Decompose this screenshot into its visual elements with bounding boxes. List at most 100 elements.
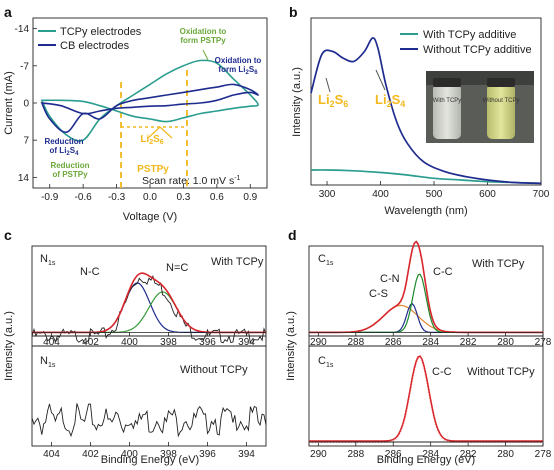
a-x-tick-label: -0.3 (108, 192, 126, 203)
d-x-tick-label-bottom: 284 (422, 449, 439, 460)
d-x-tick-label-top: 280 (497, 337, 514, 348)
c-x-tick-label-top: 398 (160, 337, 177, 348)
b-x-tick-label: 300 (319, 189, 336, 200)
a-bracket-arrow (147, 126, 173, 139)
panel-d: d 290 290 288 288 286 286 284 284 282 282 280 280 27… (285, 227, 552, 466)
d-component-C-S (309, 302, 543, 333)
c-peak-nc: N-C (80, 266, 100, 278)
panel-label-d: d (288, 227, 297, 243)
d-series-group (309, 240, 543, 444)
b-y-axis-label: Intensity (a.u.) (291, 67, 303, 137)
a-series-cb-line (40, 83, 259, 134)
a-x-ticks: -0.9 -0.6 -0.3 0.0 0.3 0.6 0.9 (41, 184, 258, 203)
a-x-axis-label: Voltage (V) (123, 211, 177, 223)
b-x-tick-label: 400 (372, 189, 389, 200)
vial-cap-left (433, 78, 461, 87)
a-y-ticks: -14 -7 0 7 14 (15, 24, 37, 184)
c-bottom-raw-line (31, 403, 267, 438)
d-component-C-N (309, 304, 543, 333)
a-x-tick-label: -0.6 (75, 192, 93, 203)
d-x-tick-label-top: 286 (385, 337, 402, 348)
d-x-tick-label-top: 278 (535, 337, 552, 348)
c-label-with: With TCPy (211, 256, 264, 268)
a-y-tick-label: 0 (23, 99, 29, 110)
d-x-tick-label-top: 288 (347, 337, 364, 348)
a-x-tick-label: 0.3 (176, 192, 190, 203)
d-peak-cn: C-N (380, 273, 400, 285)
panel-a: a -0.9 -0.6 -0.3 0.0 0.3 0.6 0.9 -14 -7 0 7 14 Vol… (3, 4, 268, 223)
a-x-tick-label: 0.6 (210, 192, 224, 203)
a-legend-tcpy: TCPy electrodes (60, 26, 142, 38)
d-x-axis-label: Binding Energy (eV) (377, 454, 475, 466)
a-x-tick-label: -0.9 (41, 192, 59, 203)
a-series-group (40, 59, 259, 142)
b-series-group (310, 37, 542, 185)
d-x-tick-label-bottom: 288 (347, 449, 364, 460)
b-x-tick-label: 600 (479, 189, 496, 200)
b-x-tick-label: 500 (426, 189, 443, 200)
d-label-without: Without TCPy (467, 366, 535, 378)
a-y-tick-label: 7 (23, 136, 29, 147)
c-x-axis-label: Binding Energy (eV) (101, 454, 199, 466)
a-annot-ox-pstpy: Oxidation to form PSTPy (180, 27, 227, 45)
d-peak-cc-bottom: C-C (432, 366, 452, 378)
c-x-tick-label-top: 400 (121, 337, 138, 348)
c-x-tick-label-top: 402 (82, 337, 99, 348)
c-top-raw-line (31, 274, 267, 344)
c-label-without: Without TCPy (180, 364, 248, 376)
c-x-tick-label-bottom: 402 (82, 449, 99, 460)
d-top-fit-line (309, 240, 543, 334)
vial-label-with: With TCPy (433, 98, 462, 104)
c-component-N=C (32, 291, 266, 333)
vial-without-tcpy (487, 84, 515, 139)
d-element-top: C1s (318, 253, 334, 267)
c-x-tick-label-bottom: 396 (199, 449, 216, 460)
a-annot-scan-rate: Scan rate: 1.0 mV s-1 (142, 175, 241, 187)
a-annot-ox-li2s6: Oxidation to form Li2S6 (215, 56, 262, 76)
c-x-tick-label-top: 404 (43, 337, 60, 348)
d-x-tick-label-top: 284 (422, 337, 439, 348)
c-x-ticks: 404 404 402 402 400 400 398 398 396 396 394 394 (43, 332, 255, 460)
vial-cap-right (487, 78, 515, 87)
c-element-top: N1s (40, 253, 56, 267)
a-annot-red-pstpy: Reduction of PSTPy (50, 161, 89, 179)
a-legend-cb: CB electrodes (60, 40, 130, 52)
c-x-tick-label-bottom: 394 (238, 449, 255, 460)
c-y-axis-label: Intensity (a.u.) (3, 311, 15, 381)
vial-with-tcpy (433, 84, 461, 139)
d-x-tick-label-bottom: 278 (535, 449, 552, 460)
c-x-tick-label-bottom: 400 (121, 449, 138, 460)
panel-label-a: a (4, 4, 12, 20)
a-y-tick-label: -14 (15, 24, 30, 35)
b-series-without-line (310, 37, 542, 185)
b-x-axis-label: Wavelength (nm) (384, 205, 467, 217)
a-annot-pstpy: PSTPy (137, 164, 169, 175)
a-annot-ox-pstpy-pointer (202, 49, 209, 61)
b-x-tick-label: 700 (533, 189, 550, 200)
a-y-tick-label: -7 (20, 61, 29, 72)
c-x-tick-label-bottom: 404 (43, 449, 60, 460)
b-legend-with: With TCPy additive (423, 29, 516, 41)
d-x-tick-label-bottom: 280 (497, 449, 514, 460)
d-x-ticks: 290 290 288 288 286 286 284 284 282 282 280 280 278 2… (310, 332, 552, 460)
panel-label-c: c (4, 227, 12, 243)
d-y-axis-label: Intensity (a.u.) (285, 311, 297, 381)
d-peak-cs: C-S (369, 288, 388, 300)
b-peak-li2s6: Li2S6 (318, 92, 348, 109)
a-annot-li2s6: Li2S6 (140, 134, 163, 146)
d-label-with: With TCPy (472, 258, 525, 270)
c-x-tick-label-top: 394 (238, 337, 255, 348)
a-y-axis-label: Current (mA) (3, 71, 15, 135)
panel-b: b 300 400 500 600 700 Wavelength (nm) Intens… (289, 4, 550, 217)
c-series-group (31, 272, 267, 438)
a-x-tick-label: 0.9 (243, 192, 257, 203)
d-x-tick-label-bottom: 282 (460, 449, 477, 460)
c-top-fit-line (32, 272, 266, 334)
a-x-tick-label: 0.0 (143, 192, 157, 203)
b-x-ticks: 300 400 500 600 700 (319, 181, 550, 200)
plot-b-frame (310, 17, 542, 186)
d-element-bottom: C1s (318, 355, 334, 369)
b-pointer-li2s4 (375, 69, 386, 91)
a-series-tcpy-line (40, 59, 259, 142)
